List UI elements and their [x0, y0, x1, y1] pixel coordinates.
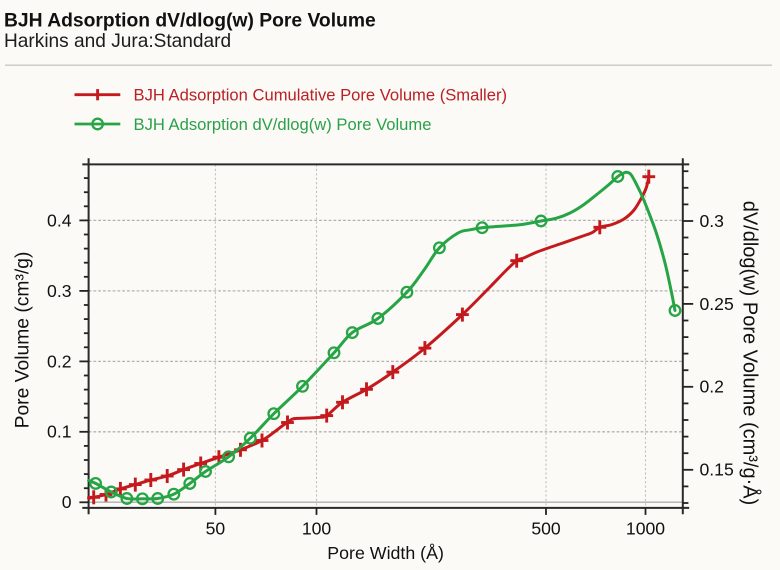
svg-text:Pore Width (Å): Pore Width (Å): [327, 543, 444, 563]
svg-text:BJH Adsorption dV/dlog(w) Pore: BJH Adsorption dV/dlog(w) Pore Volume: [4, 11, 376, 32]
svg-text:0.1: 0.1: [47, 422, 71, 442]
svg-text:0.2: 0.2: [700, 377, 724, 397]
svg-text:BJH Adsorption dV/dlog(w) Pore: BJH Adsorption dV/dlog(w) Pore Volume: [134, 115, 432, 134]
svg-text:50: 50: [206, 518, 226, 538]
svg-text:0.3: 0.3: [700, 211, 725, 231]
svg-text:BJH Adsorption Cumulative Pore: BJH Adsorption Cumulative Pore Volume (S…: [134, 86, 508, 105]
svg-text:500: 500: [531, 518, 561, 538]
svg-text:0.15: 0.15: [700, 460, 734, 480]
svg-text:0.3: 0.3: [47, 281, 72, 301]
svg-text:0: 0: [62, 492, 72, 512]
svg-text:dV/dlog(w) Pore Volume (cm³/g·: dV/dlog(w) Pore Volume (cm³/g·Å): [739, 201, 762, 506]
svg-text:0.2: 0.2: [47, 351, 71, 371]
svg-text:Pore Volume (cm³/g): Pore Volume (cm³/g): [13, 252, 34, 429]
svg-text:0.25: 0.25: [700, 294, 734, 314]
svg-text:1000: 1000: [626, 518, 665, 538]
svg-text:Harkins and Jura:Standard: Harkins and Jura:Standard: [4, 31, 231, 52]
svg-text:0.4: 0.4: [47, 210, 72, 230]
svg-text:100: 100: [302, 518, 332, 538]
